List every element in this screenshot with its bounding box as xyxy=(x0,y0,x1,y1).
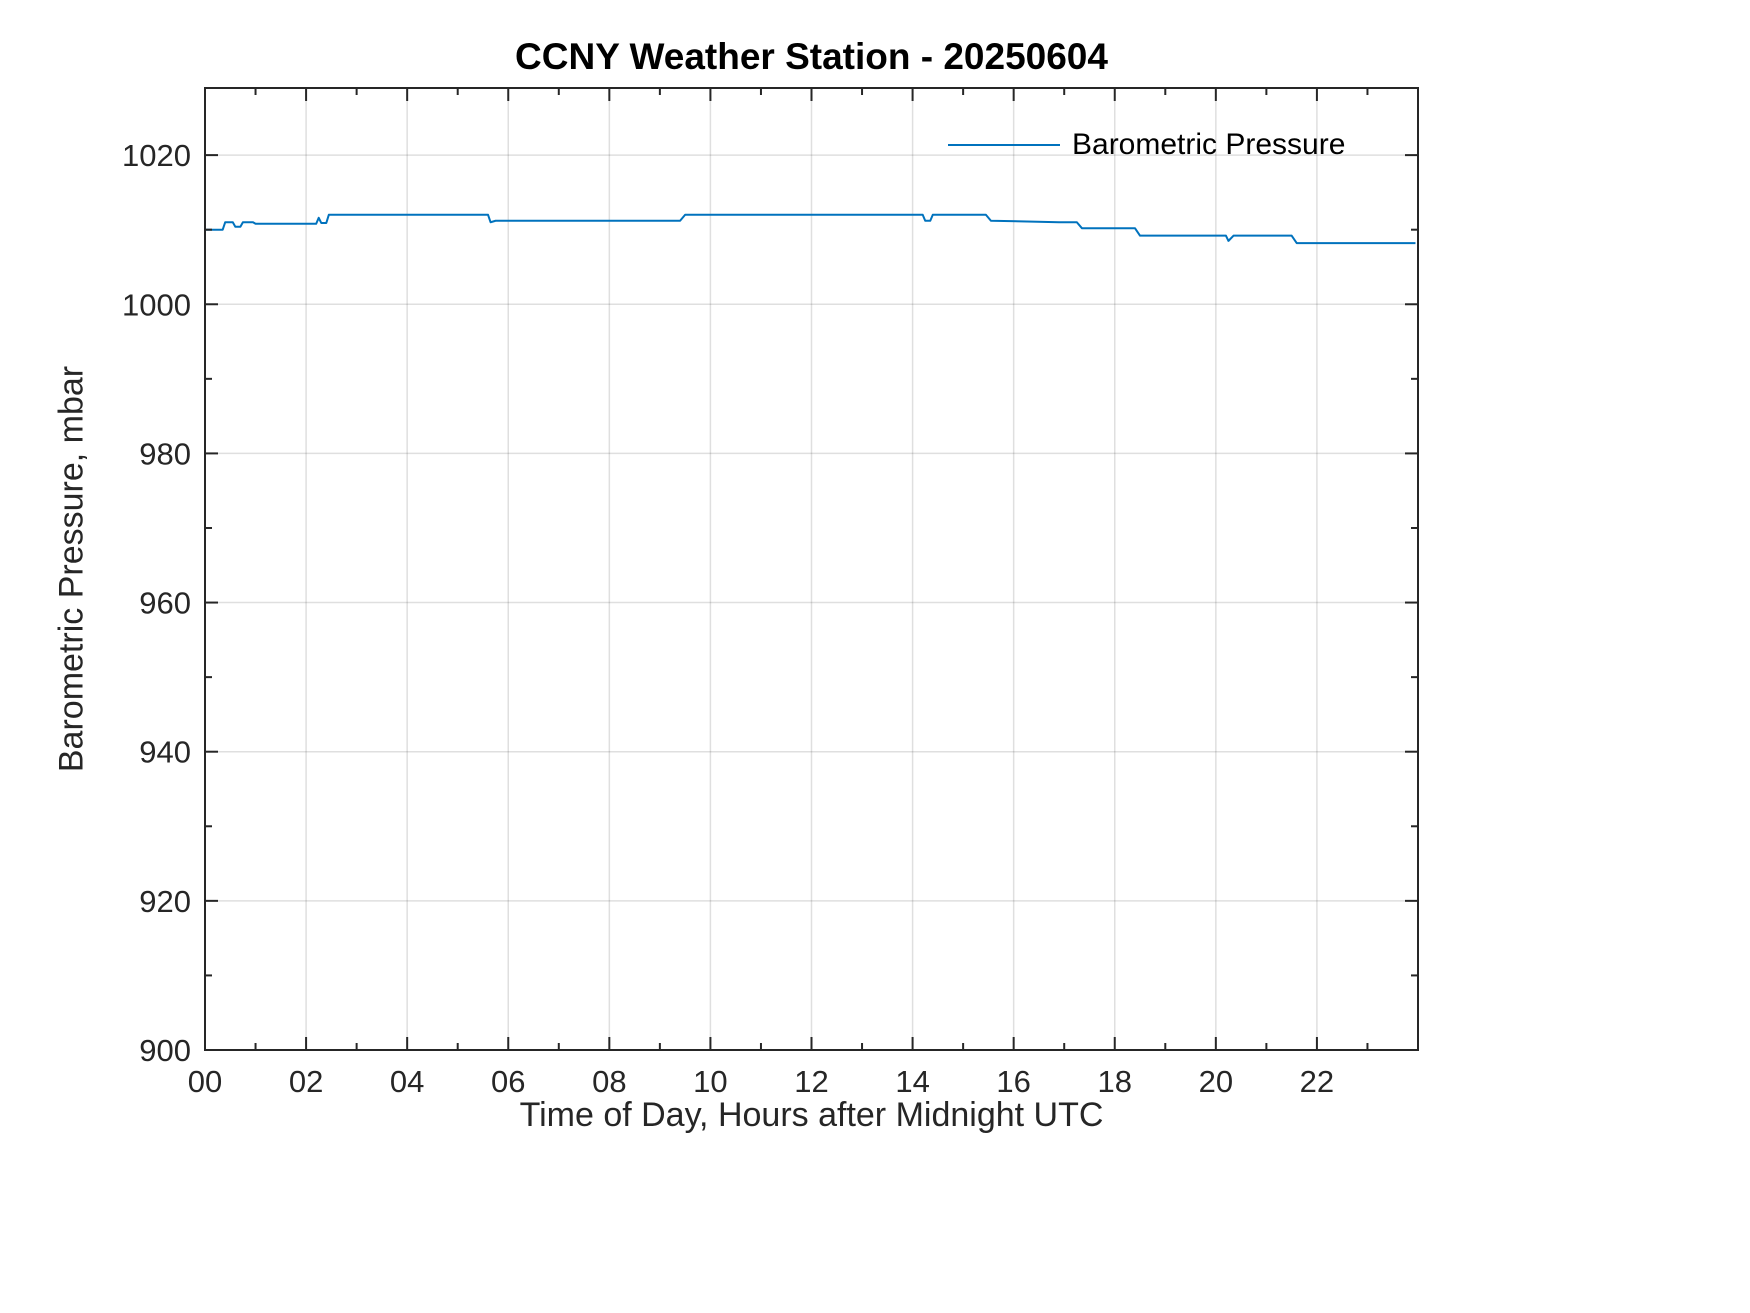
x-axis-label: Time of Day, Hours after Midnight UTC xyxy=(519,1096,1104,1134)
tick-label: 980 xyxy=(139,436,191,471)
tick-label: 900 xyxy=(139,1033,191,1068)
tick-label: 10 xyxy=(693,1064,727,1099)
tick-label: 18 xyxy=(1098,1064,1132,1099)
tick-label: 1020 xyxy=(122,138,191,173)
tick-label: 12 xyxy=(794,1064,828,1099)
tick-label: 920 xyxy=(139,884,191,919)
tick-label: 20 xyxy=(1199,1064,1233,1099)
tick-label: 22 xyxy=(1300,1064,1334,1099)
tick-label: 06 xyxy=(491,1064,525,1099)
tick-label: 14 xyxy=(895,1064,929,1099)
tick-label: 960 xyxy=(139,586,191,621)
tick-label: 00 xyxy=(188,1064,222,1099)
legend-line-sample xyxy=(948,144,1060,146)
legend-label: Barometric Pressure xyxy=(1072,128,1346,161)
tick-label: 16 xyxy=(996,1064,1030,1099)
tick-label: 08 xyxy=(592,1064,626,1099)
tick-label: 1000 xyxy=(122,287,191,322)
tick-label: 02 xyxy=(289,1064,323,1099)
chart-title: CCNY Weather Station - 20250604 xyxy=(515,36,1108,77)
pressure-line xyxy=(205,213,1416,245)
y-axis-label: Barometric Pressure, mbar xyxy=(52,365,91,773)
legend: Barometric Pressure xyxy=(948,128,1345,162)
tick-label: 04 xyxy=(390,1064,424,1099)
tick-label: 940 xyxy=(139,735,191,770)
